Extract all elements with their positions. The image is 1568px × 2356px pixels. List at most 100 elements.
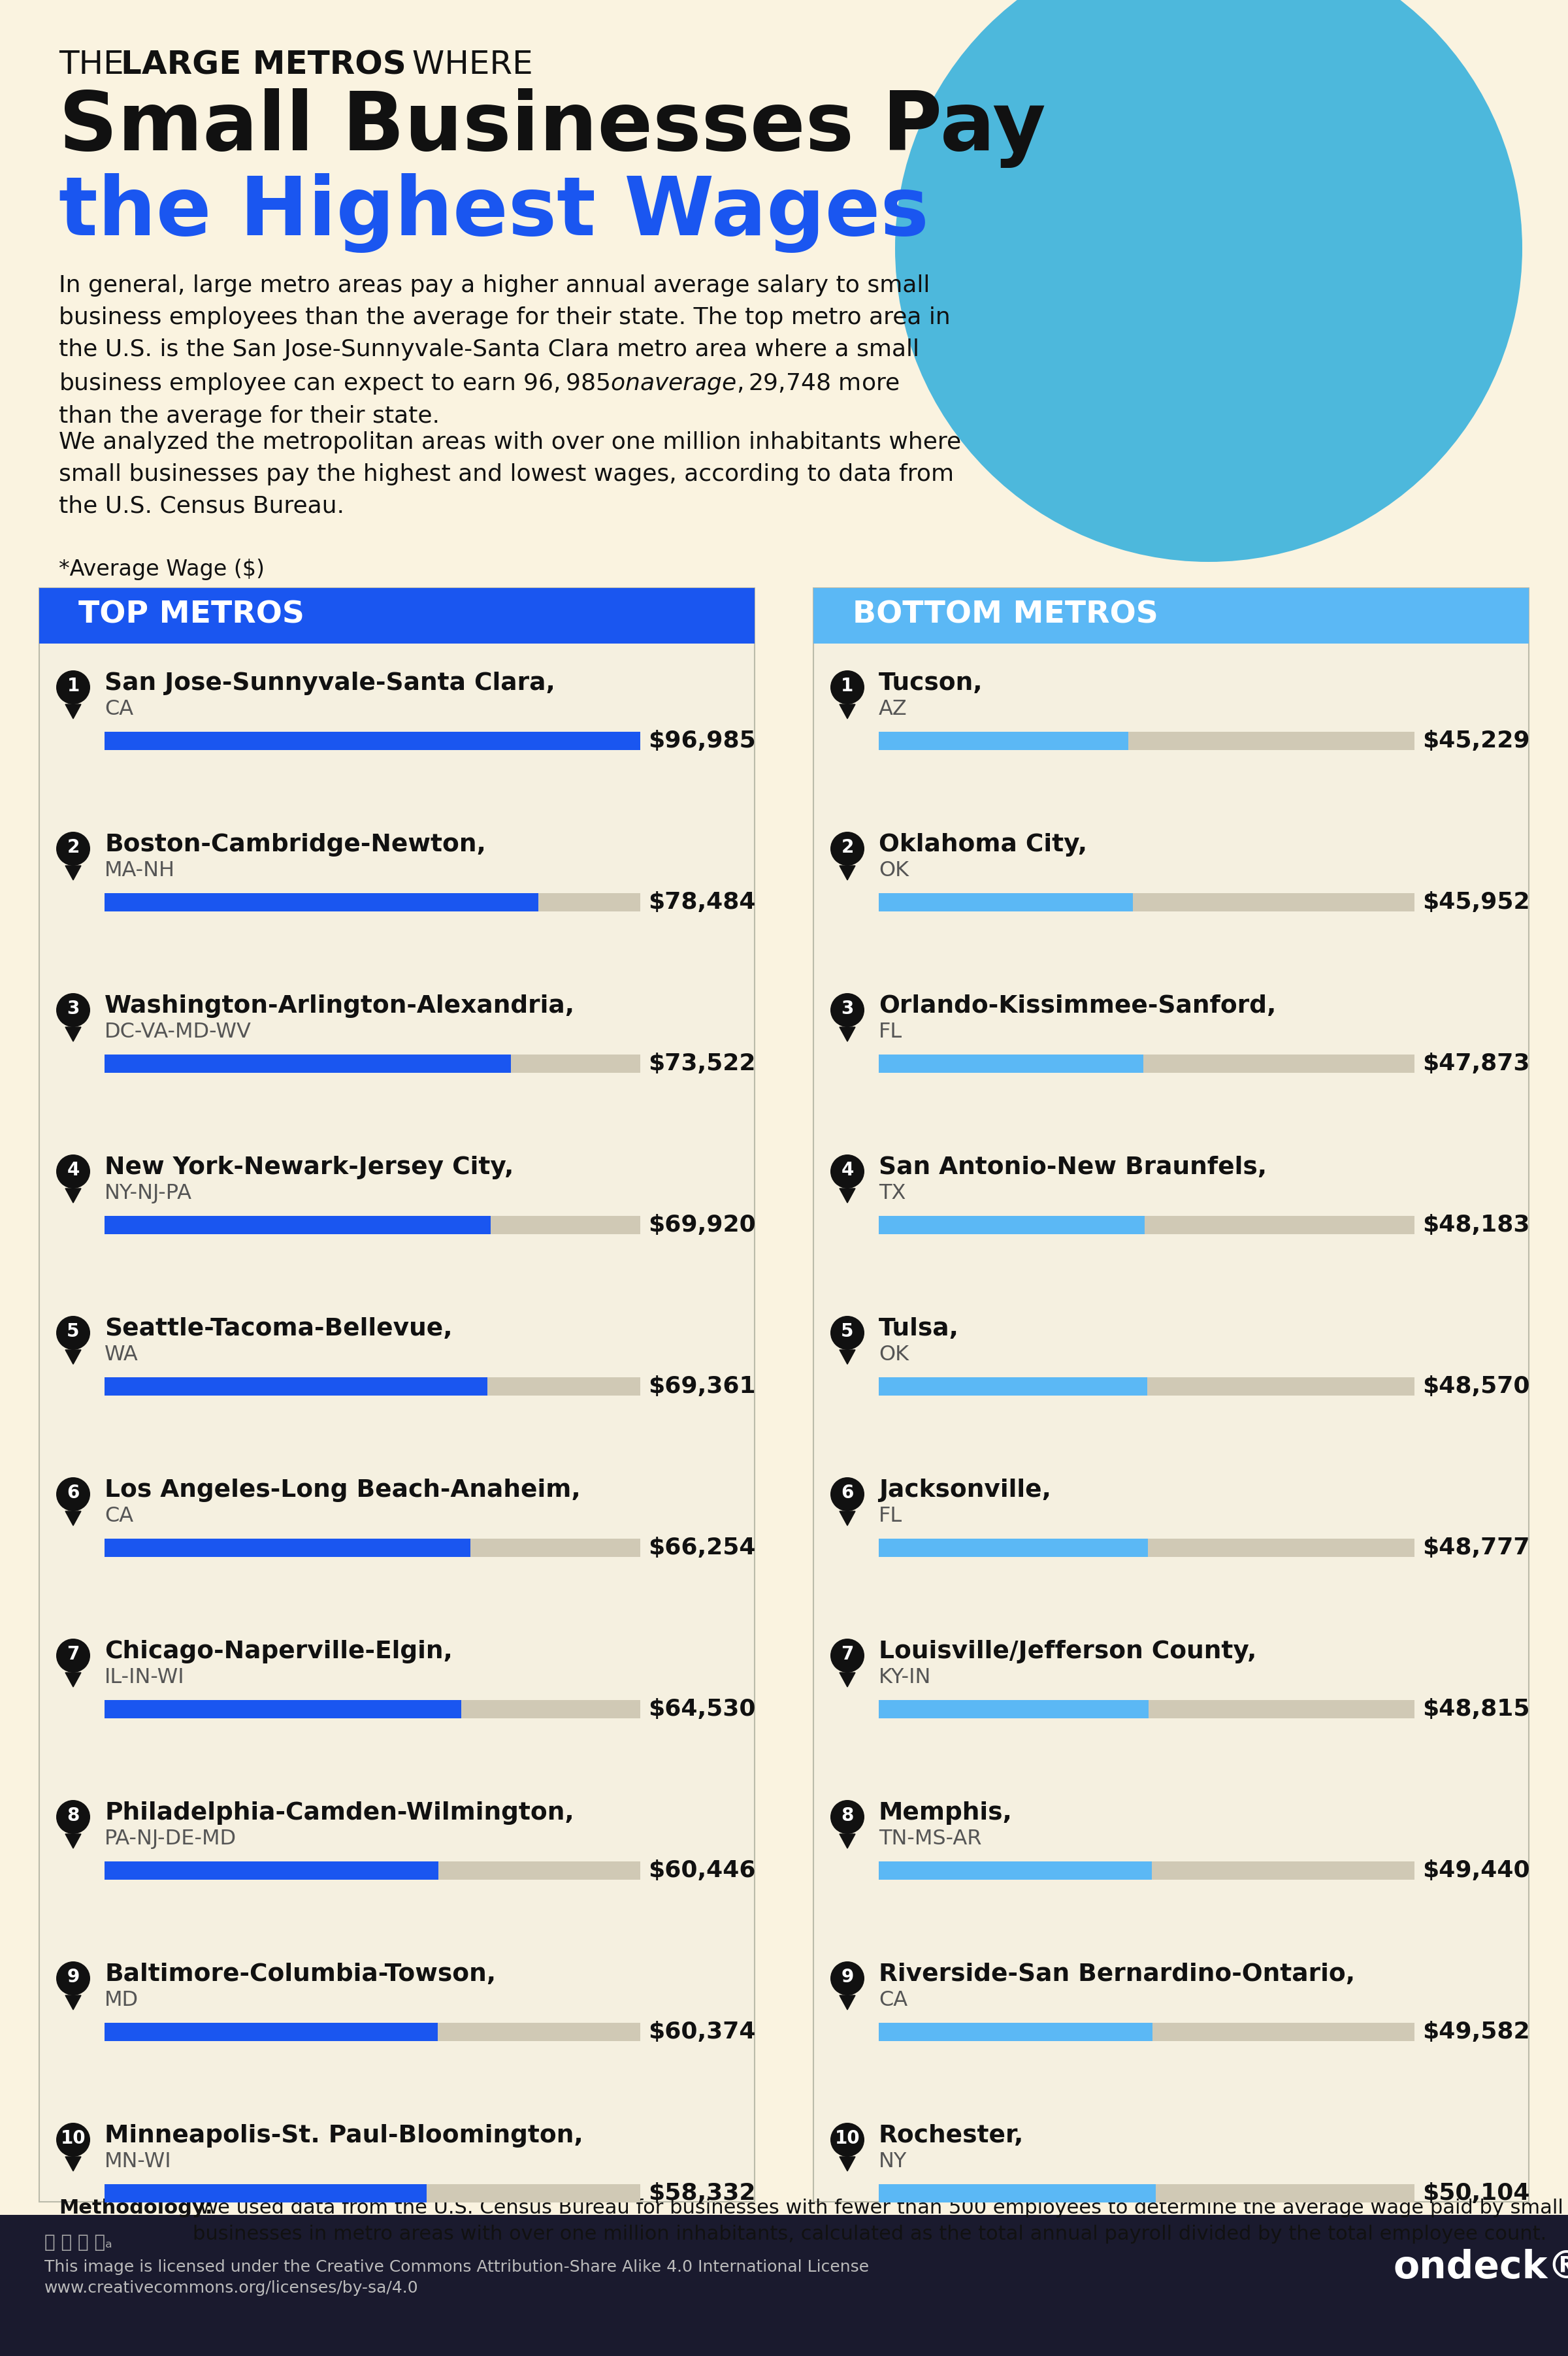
Text: BOTTOM METROS: BOTTOM METROS [853,601,1159,629]
Text: Los Angeles-Long Beach-Anaheim,: Los Angeles-Long Beach-Anaheim, [105,1480,580,1503]
Text: $48,183: $48,183 [1422,1213,1530,1237]
Text: MA-NH: MA-NH [105,860,176,881]
Polygon shape [66,865,82,881]
Circle shape [56,1963,91,1996]
Circle shape [56,832,91,865]
Text: FL: FL [878,1023,902,1041]
Polygon shape [66,2156,82,2172]
Text: LARGE METROS: LARGE METROS [121,49,406,80]
Text: 2: 2 [840,839,853,858]
Text: AZ: AZ [878,700,908,719]
Text: 9: 9 [67,1967,80,1986]
Text: San Antonio-New Braunfels,: San Antonio-New Braunfels, [878,1157,1267,1180]
Polygon shape [66,1673,82,1687]
Polygon shape [66,1187,82,1204]
Text: KY-IN: KY-IN [878,1668,931,1687]
Polygon shape [839,1673,855,1687]
Circle shape [56,1154,91,1187]
Text: CA: CA [105,1505,133,1527]
Text: PA-NJ-DE-MD: PA-NJ-DE-MD [105,1828,237,1849]
Text: 4: 4 [67,1162,80,1180]
Text: TOP METROS: TOP METROS [78,601,304,629]
Text: www.creativecommons.org/licenses/by-sa/4.0: www.creativecommons.org/licenses/by-sa/4… [44,2281,419,2295]
Text: Small Businesses Pay: Small Businesses Pay [60,87,1046,167]
Text: ondeck®: ondeck® [1394,2248,1568,2285]
Text: New York-Newark-Jersey City,: New York-Newark-Jersey City, [105,1157,514,1180]
FancyBboxPatch shape [105,2024,640,2040]
Circle shape [831,1317,864,1350]
Text: Philadelphia-Camden-Wilmington,: Philadelphia-Camden-Wilmington, [105,1802,574,1826]
Text: $50,104: $50,104 [1422,2182,1530,2205]
Text: $49,440: $49,440 [1422,1859,1530,1882]
Text: $64,530: $64,530 [648,1699,756,1720]
Polygon shape [839,1996,855,2010]
FancyBboxPatch shape [105,1055,511,1072]
FancyBboxPatch shape [878,893,1414,912]
Text: $69,361: $69,361 [648,1376,756,1397]
Text: CA: CA [878,1991,908,2010]
Circle shape [56,994,91,1027]
Text: WHERE: WHERE [401,49,533,80]
FancyBboxPatch shape [105,893,538,912]
Text: $45,952: $45,952 [1422,891,1530,914]
Circle shape [831,2123,864,2156]
FancyBboxPatch shape [878,1216,1145,1235]
FancyBboxPatch shape [878,1701,1414,1718]
FancyBboxPatch shape [878,1055,1143,1072]
Text: Tucson,: Tucson, [878,671,983,695]
FancyBboxPatch shape [105,1538,470,1557]
Text: 5: 5 [67,1322,80,1341]
FancyBboxPatch shape [105,1216,640,1235]
FancyBboxPatch shape [878,1701,1148,1718]
Text: Seattle-Tacoma-Bellevue,: Seattle-Tacoma-Bellevue, [105,1317,453,1341]
Text: TX: TX [878,1183,906,1204]
Text: $58,332: $58,332 [648,2182,756,2205]
Polygon shape [839,1187,855,1204]
Text: Rochester,: Rochester, [878,2125,1024,2149]
Circle shape [56,1317,91,1350]
Polygon shape [66,1996,82,2010]
Polygon shape [839,2156,855,2172]
Circle shape [831,1154,864,1187]
Text: OK: OK [878,1345,909,1364]
FancyBboxPatch shape [878,2024,1414,2040]
Text: $45,229: $45,229 [1422,730,1530,752]
FancyBboxPatch shape [878,1538,1414,1557]
Circle shape [56,671,91,704]
FancyBboxPatch shape [105,1701,461,1718]
Polygon shape [839,1833,855,1849]
Text: 7: 7 [840,1644,853,1663]
Text: Washington-Arlington-Alexandria,: Washington-Arlington-Alexandria, [105,994,575,1018]
FancyBboxPatch shape [39,589,754,643]
Text: 7: 7 [67,1644,80,1663]
FancyBboxPatch shape [105,2184,426,2203]
Text: MN-WI: MN-WI [105,2151,171,2172]
Polygon shape [839,865,855,881]
Text: San Jose-Sunnyvale-Santa Clara,: San Jose-Sunnyvale-Santa Clara, [105,671,555,695]
Circle shape [831,832,864,865]
FancyBboxPatch shape [878,2184,1414,2203]
FancyBboxPatch shape [105,2024,437,2040]
Text: THE: THE [60,49,135,80]
FancyBboxPatch shape [878,1378,1148,1395]
Text: 1: 1 [67,676,80,695]
Polygon shape [66,1510,82,1527]
FancyBboxPatch shape [878,733,1129,749]
Text: $49,582: $49,582 [1422,2021,1530,2043]
Polygon shape [66,1833,82,1849]
Text: $96,985: $96,985 [648,730,756,752]
Text: 8: 8 [840,1807,853,1826]
Text: 10: 10 [834,2130,859,2149]
Text: 2: 2 [67,839,80,858]
FancyBboxPatch shape [105,1378,640,1395]
Circle shape [56,2123,91,2156]
Text: This image is licensed under the Creative Commons Attribution-Share Alike 4.0 In: This image is licensed under the Creativ… [44,2259,869,2276]
Circle shape [831,1800,864,1833]
Text: Ⓒ Ⓝ Ⓝ Ⓢₐ: Ⓒ Ⓝ Ⓝ Ⓢₐ [44,2233,113,2252]
Text: MD: MD [105,1991,138,2010]
FancyBboxPatch shape [878,2184,1156,2203]
Text: $48,777: $48,777 [1422,1536,1530,1560]
Circle shape [895,0,1523,561]
FancyBboxPatch shape [814,589,1529,643]
Text: 5: 5 [840,1322,853,1341]
